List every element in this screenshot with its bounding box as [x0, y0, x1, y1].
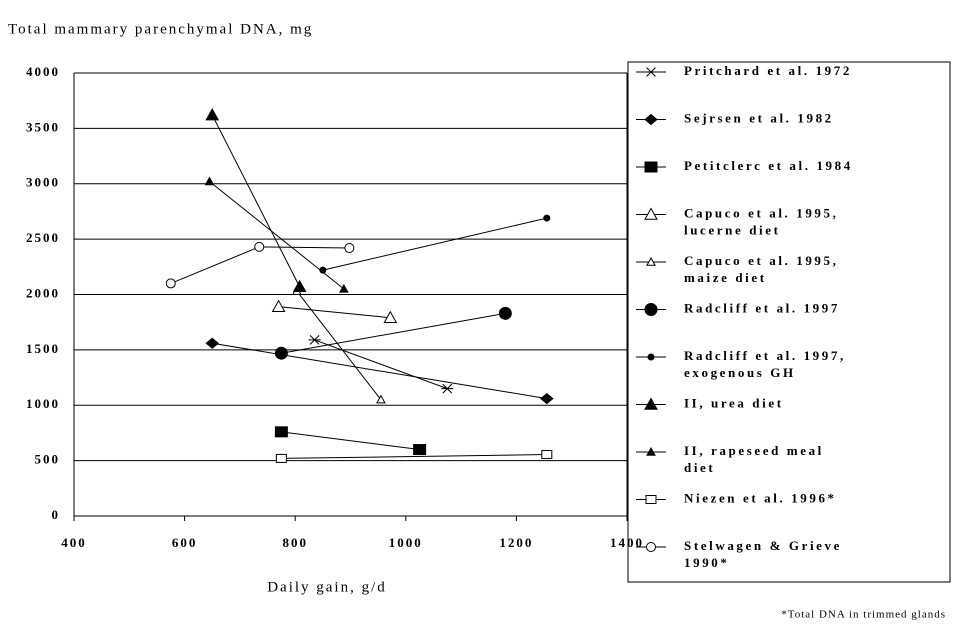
marker	[541, 450, 553, 460]
chart-title: Total mammary parenchymal DNA, mg	[8, 21, 313, 37]
marker	[165, 278, 176, 289]
y-tick-label: 1000	[26, 396, 60, 411]
marker	[292, 279, 307, 293]
marker	[646, 256, 656, 266]
marker	[644, 303, 658, 316]
legend-label: II, urea diet	[684, 395, 784, 410]
y-tick-label: 3000	[26, 175, 60, 190]
marker	[646, 542, 656, 552]
y-tick-label: 2500	[26, 230, 60, 245]
x-axis-label: Daily gain, g/d	[267, 579, 387, 595]
series-line	[314, 339, 448, 390]
y-tick-label: 1500	[26, 341, 60, 356]
series-line	[296, 290, 382, 401]
footnote: *Total DNA in trimmed glands	[781, 609, 946, 621]
marker	[413, 444, 427, 456]
series-line	[209, 181, 345, 290]
x-tick-label: 400	[61, 535, 87, 550]
series-line	[281, 312, 506, 354]
x-tick-label: 800	[282, 535, 308, 550]
marker	[344, 242, 355, 253]
marker	[205, 108, 220, 121]
marker	[647, 353, 655, 361]
marker	[274, 426, 288, 438]
series-line	[170, 246, 350, 284]
marker	[498, 306, 512, 320]
marker	[540, 392, 554, 405]
series-line	[278, 306, 391, 319]
marker	[274, 346, 288, 360]
marker	[644, 207, 658, 220]
marker	[376, 394, 386, 404]
legend-label: Stelwagen & Grieve 1990*	[684, 538, 842, 570]
x-tick-label: 600	[172, 535, 198, 550]
y-tick-label: 500	[35, 452, 61, 467]
marker	[644, 161, 658, 173]
marker	[645, 495, 657, 504]
marker	[646, 446, 656, 456]
marker	[271, 299, 286, 312]
marker	[205, 337, 220, 349]
legend-label: Petitclerc et al. 1984	[684, 158, 853, 173]
y-tick-label: 3500	[26, 119, 60, 134]
marker	[644, 113, 658, 126]
marker	[383, 310, 398, 324]
legend-label: Capuco et al. 1995, maize diet	[684, 253, 838, 285]
series-line	[281, 454, 547, 459]
marker	[204, 176, 215, 186]
legend-label: Pritchard et al. 1972	[684, 63, 852, 78]
series-line	[281, 431, 420, 451]
legend-label: Niezen et al. 1996*	[684, 490, 837, 505]
marker	[254, 241, 265, 252]
legend-label: Radcliff et al. 1997	[684, 300, 840, 315]
series-line	[212, 342, 547, 400]
legend-label: Capuco et al. 1995, lucerne diet	[684, 205, 838, 237]
marker	[543, 214, 551, 222]
marker	[441, 383, 454, 394]
marker	[339, 283, 349, 293]
legend-label: Radcliff et al. 1997, exogenous GH	[684, 348, 846, 380]
series-line	[211, 114, 301, 287]
y-tick-label: 0	[52, 507, 61, 522]
legend-label: Sejrsen et al. 1982	[684, 110, 834, 125]
marker	[645, 67, 657, 77]
legend-box	[627, 61, 951, 583]
x-tick-label: 1400	[610, 535, 644, 550]
legend-label: II, rapeseed meal diet	[684, 443, 824, 475]
marker	[308, 335, 321, 345]
x-tick-label: 1000	[389, 535, 423, 550]
y-tick-label: 2000	[26, 285, 60, 300]
y-tick-label: 4000	[26, 64, 60, 79]
series-line	[322, 217, 547, 271]
marker	[275, 453, 287, 463]
x-tick-label: 1200	[499, 535, 533, 550]
marker	[644, 397, 658, 410]
